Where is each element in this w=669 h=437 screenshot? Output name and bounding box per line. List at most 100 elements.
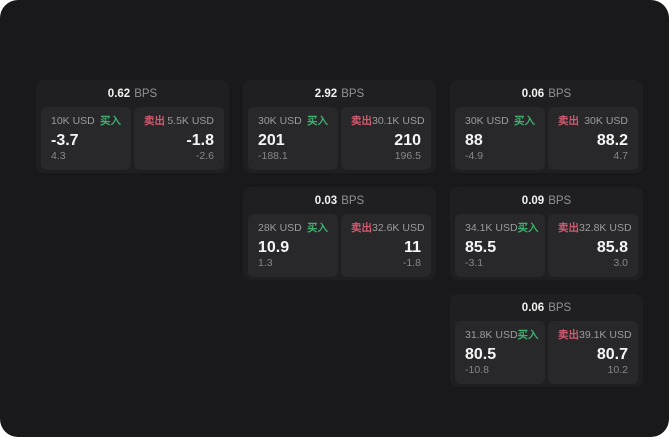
sell-amount: 5.5K USD	[167, 115, 214, 127]
buy-label: 买入	[517, 222, 539, 234]
sell-panel[interactable]: 卖出 39.1K USD 80.7 10.2	[548, 321, 638, 384]
quote-card: 0.09 BPS 34.1K USD 买入 85.5 -3.1 卖出 32.8K…	[450, 187, 643, 280]
buy-panel[interactable]: 30K USD 买入 88 -4.9	[455, 107, 545, 170]
buy-sell-panels: 10K USD 买入 -3.7 4.3 卖出 5.5K USD -1.8 -2.…	[36, 107, 229, 173]
sell-price: 80.7	[596, 346, 628, 363]
buy-panel[interactable]: 30K USD 买入 201 -188.1	[248, 107, 338, 170]
sell-price: 88.2	[596, 132, 628, 149]
buy-price: 88	[465, 132, 483, 149]
buy-panel-top: 28K USD 买入	[258, 222, 328, 235]
buy-amount: 31.8K USD	[465, 329, 518, 341]
buy-label: 买入	[100, 115, 121, 127]
buy-label: 买入	[307, 222, 328, 234]
bps-unit-label: BPS	[134, 87, 158, 100]
bps-spread-value: 0.06	[521, 87, 545, 100]
buy-panel[interactable]: 10K USD 买入 -3.7 4.3	[41, 107, 131, 170]
buy-delta: -4.9	[465, 150, 484, 162]
buy-panel[interactable]: 34.1K USD 买入 85.5 -3.1	[455, 214, 545, 277]
sell-label: 卖出	[351, 115, 372, 127]
sell-price: 11	[404, 239, 421, 256]
bps-unit-label: BPS	[548, 301, 572, 314]
card-header: 0.62 BPS	[36, 80, 229, 107]
sell-label: 卖出	[558, 115, 579, 127]
buy-panel-top: 34.1K USD 买入	[465, 222, 539, 235]
bps-unit-label: BPS	[341, 194, 365, 207]
quote-card: 2.92 BPS 30K USD 买入 201 -188.1 卖出 30.1K …	[243, 80, 436, 173]
buy-panel-top: 10K USD 买入	[51, 115, 121, 128]
sell-delta: -2.6	[195, 150, 214, 162]
sell-amount: 32.6K USD	[372, 222, 425, 234]
bps-unit-label: BPS	[341, 87, 365, 100]
bps-spread-value: 2.92	[314, 87, 338, 100]
sell-price: -1.8	[186, 132, 214, 149]
bps-spread-value: 0.06	[521, 301, 545, 314]
buy-sell-panels: 30K USD 买入 201 -188.1 卖出 30.1K USD 210 1…	[243, 107, 436, 173]
bps-spread-value: 0.09	[521, 194, 545, 207]
bps-unit-label: BPS	[548, 87, 572, 100]
sell-panel[interactable]: 卖出 30.1K USD 210 196.5	[341, 107, 431, 170]
sell-panel[interactable]: 卖出 32.6K USD 11 -1.8	[341, 214, 431, 277]
sell-panel-top: 卖出 32.8K USD	[558, 222, 632, 235]
buy-price: 80.5	[465, 346, 497, 363]
buy-panel[interactable]: 28K USD 买入 10.9 1.3	[248, 214, 338, 277]
buy-sell-panels: 30K USD 买入 88 -4.9 卖出 30K USD 88.2 4.7	[450, 107, 643, 173]
sell-delta: 10.2	[607, 364, 628, 376]
sell-panel-top: 卖出 32.6K USD	[351, 222, 425, 235]
sell-price: 85.8	[596, 239, 628, 256]
buy-panel-top: 31.8K USD 买入	[465, 329, 539, 342]
buy-label: 买入	[514, 115, 535, 127]
sell-panel-top: 卖出 30K USD	[558, 115, 628, 128]
quote-card: 0.62 BPS 10K USD 买入 -3.7 4.3 卖出 5.5K USD	[36, 80, 229, 173]
sell-panel-top: 卖出 39.1K USD	[558, 329, 632, 342]
sell-label: 卖出	[558, 222, 579, 234]
sell-amount: 30K USD	[584, 115, 628, 127]
quote-card: 0.06 BPS 31.8K USD 买入 80.5 -10.8 卖出 39.1…	[450, 294, 643, 387]
sell-label: 卖出	[558, 329, 579, 341]
buy-price: 201	[258, 132, 285, 149]
buy-price: 85.5	[465, 239, 497, 256]
sell-panel[interactable]: 卖出 30K USD 88.2 4.7	[548, 107, 638, 170]
buy-price: -3.7	[51, 132, 79, 149]
card-header: 2.92 BPS	[243, 80, 436, 107]
buy-sell-panels: 34.1K USD 买入 85.5 -3.1 卖出 32.8K USD 85.8…	[450, 214, 643, 280]
bps-spread-value: 0.03	[314, 194, 338, 207]
quote-card: 0.03 BPS 28K USD 买入 10.9 1.3 卖出 32.6K US…	[243, 187, 436, 280]
card-header: 0.06 BPS	[450, 294, 643, 321]
sell-amount: 32.8K USD	[579, 222, 632, 234]
sell-price: 210	[394, 132, 421, 149]
buy-amount: 30K USD	[465, 115, 509, 127]
card-header: 0.03 BPS	[243, 187, 436, 214]
sell-panel-top: 卖出 30.1K USD	[351, 115, 425, 128]
buy-amount: 30K USD	[258, 115, 302, 127]
buy-delta: -10.8	[465, 364, 489, 376]
buy-panel[interactable]: 31.8K USD 买入 80.5 -10.8	[455, 321, 545, 384]
buy-delta: -3.1	[465, 257, 484, 269]
buy-delta: 1.3	[258, 257, 273, 269]
buy-delta: -188.1	[258, 150, 288, 162]
sell-label: 卖出	[351, 222, 372, 234]
buy-amount: 34.1K USD	[465, 222, 518, 234]
sell-amount: 30.1K USD	[372, 115, 425, 127]
sell-label: 卖出	[144, 115, 165, 127]
buy-price: 10.9	[258, 239, 290, 256]
sell-panel[interactable]: 卖出 5.5K USD -1.8 -2.6	[134, 107, 224, 170]
sell-panel[interactable]: 卖出 32.8K USD 85.8 3.0	[548, 214, 638, 277]
card-header: 0.06 BPS	[450, 80, 643, 107]
buy-delta: 4.3	[51, 150, 66, 162]
sell-delta: -1.8	[402, 257, 421, 269]
bps-spread-value: 0.62	[107, 87, 131, 100]
buy-amount: 28K USD	[258, 222, 302, 234]
quote-card: 0.06 BPS 30K USD 买入 88 -4.9 卖出 30K USD	[450, 80, 643, 173]
buy-sell-panels: 28K USD 买入 10.9 1.3 卖出 32.6K USD 11 -1.8	[243, 214, 436, 280]
card-header: 0.09 BPS	[450, 187, 643, 214]
buy-panel-top: 30K USD 买入	[258, 115, 328, 128]
sell-delta: 4.7	[613, 150, 628, 162]
sell-delta: 196.5	[394, 150, 421, 162]
sell-amount: 39.1K USD	[579, 329, 632, 341]
sell-delta: 3.0	[613, 257, 628, 269]
bps-unit-label: BPS	[548, 194, 572, 207]
sell-panel-top: 卖出 5.5K USD	[144, 115, 214, 128]
quote-cards-grid: 0.62 BPS 10K USD 买入 -3.7 4.3 卖出 5.5K USD	[36, 80, 643, 387]
buy-label: 买入	[307, 115, 328, 127]
